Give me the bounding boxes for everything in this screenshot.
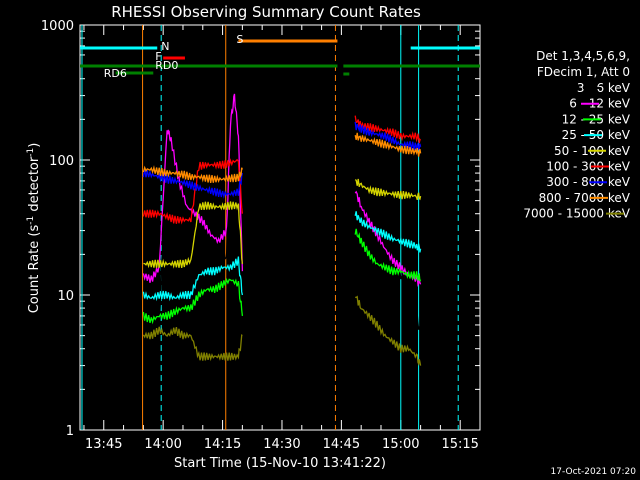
flag-label: S (236, 33, 243, 46)
series-line (142, 326, 243, 362)
legend-item-label: 300 - 800 keV (546, 175, 630, 189)
x-tick-label: 14:15 (204, 437, 241, 452)
series-line (354, 144, 422, 336)
series-line (354, 228, 422, 282)
series-line (354, 178, 422, 201)
x-tick-label: 14:30 (263, 437, 300, 452)
series-line (355, 295, 422, 366)
legend-header-1: Det 1,3,4,5,6,9, (536, 49, 630, 63)
legend-header-2: FDecim 1, Att 0 (537, 65, 630, 79)
flag-label: F (155, 50, 161, 63)
series-line (142, 277, 244, 325)
series-line (142, 256, 244, 302)
series-line (143, 201, 244, 269)
y-tick-label: 10 (57, 289, 74, 304)
legend-item-label: 3 - 6 keV (577, 81, 631, 95)
series-line (142, 165, 244, 184)
y-tick-label: 100 (49, 154, 74, 169)
series-line (142, 158, 244, 225)
series-line (354, 121, 422, 151)
legend-item-label: 800 - 7000 keV (539, 191, 631, 205)
footer-date: 17-Oct-2021 07:20 (551, 467, 637, 477)
x-tick-label: 14:45 (323, 437, 360, 452)
time-markers (81, 25, 459, 430)
flag-label: N (161, 40, 169, 53)
chart-title: RHESSI Observing Summary Count Rates (111, 3, 421, 21)
x-tick-label: 15:00 (382, 437, 419, 452)
plot-frame (79, 24, 481, 431)
series-line (142, 93, 244, 283)
flag-label: RD0 (155, 59, 178, 72)
x-tick-label: 13:45 (85, 437, 122, 452)
y-tick-label: 1000 (41, 19, 74, 34)
y-axis: 1 10 100 1000 (41, 19, 480, 439)
legend-item-label: 100 - 300 keV (546, 160, 630, 174)
x-tick-label: 15:15 (441, 437, 478, 452)
series-lines (142, 93, 422, 366)
series-line (142, 107, 244, 345)
series-line (142, 169, 244, 199)
legend-item-label: 7000 - 15000 keV (523, 207, 630, 221)
x-axis-label: Start Time (15-Nov-10 13:41:22) (174, 456, 386, 471)
flag-label: RD6 (104, 67, 127, 80)
y-axis-label: Count Rate (s-1 detector-1) (26, 143, 42, 314)
series-line (354, 132, 422, 157)
series-line (354, 115, 422, 144)
x-axis: 13:45 14:00 14:15 14:30 14:45 15:00 15:15 (83, 25, 481, 452)
legend-item-label: 6 - 12 keV (569, 97, 631, 111)
x-tick-label: 14:00 (144, 437, 181, 452)
series-line (354, 211, 422, 253)
y-tick-label: 1 (66, 424, 74, 439)
